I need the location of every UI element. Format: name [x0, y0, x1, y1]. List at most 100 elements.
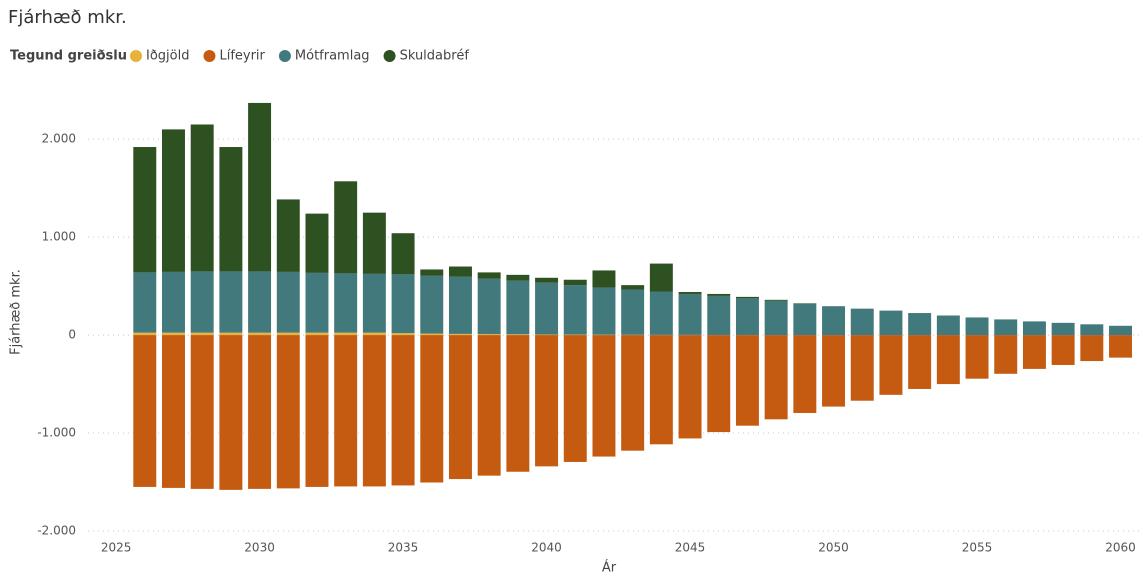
bar-segment — [362, 273, 386, 333]
bar-segment — [1022, 321, 1046, 336]
bar-segment — [391, 335, 415, 486]
bar-segment — [305, 213, 329, 273]
bar-segment — [162, 335, 185, 488]
bar-segment — [133, 147, 157, 273]
y-tick-label: -1.000 — [37, 426, 76, 440]
bar-segment — [248, 102, 272, 272]
bar-segment — [248, 332, 272, 336]
bar-segment — [219, 332, 243, 336]
bar-segment — [506, 335, 530, 472]
bar-segment — [535, 335, 559, 467]
x-tick-label: 2035 — [388, 541, 419, 555]
bar-segment — [133, 272, 157, 333]
bar-segment — [391, 233, 415, 275]
x-tick-label: 2030 — [244, 541, 275, 555]
chart-title: Fjárhæð mkr. — [8, 7, 127, 28]
bar-segment — [133, 332, 157, 336]
bar-segment — [477, 335, 501, 476]
bar-segment — [334, 332, 358, 336]
bar-segment — [219, 271, 243, 333]
bar-segment — [707, 335, 731, 433]
bar-segment — [764, 300, 788, 336]
y-tick-label: -2.000 — [37, 524, 76, 538]
bar-segment — [908, 313, 932, 336]
bar-segment — [448, 276, 472, 334]
bar-segment — [162, 332, 185, 336]
bar-segment — [162, 129, 185, 272]
bar-segment — [334, 335, 358, 487]
bar-segment — [936, 335, 960, 385]
bar-segment — [822, 306, 846, 336]
bar-segment — [678, 293, 702, 335]
bar-segment — [190, 332, 214, 336]
bar-segment — [477, 278, 501, 335]
legend-label: Iðgjöld — [146, 49, 189, 64]
bar-segment — [276, 335, 300, 489]
bar-segment — [190, 124, 214, 272]
bar-segment — [879, 310, 903, 336]
bar-segment — [994, 335, 1018, 374]
bar-segment — [678, 291, 702, 294]
legend-marker — [130, 50, 142, 62]
bar-segment — [448, 266, 472, 277]
bar-segment — [563, 335, 587, 462]
bar-segment — [535, 282, 559, 335]
bar-segment — [764, 335, 788, 420]
bar-segment — [1051, 322, 1075, 336]
legend-marker — [203, 50, 216, 62]
bar-segment — [190, 271, 214, 333]
bar-segment — [276, 332, 300, 336]
bar-segment — [592, 335, 616, 457]
bar-segment — [649, 263, 673, 292]
bar-segment — [707, 293, 731, 296]
bar-segment — [793, 335, 817, 413]
bar-segment — [162, 271, 185, 333]
x-tick-label: 2060 — [1105, 541, 1136, 555]
bar-segment — [563, 285, 587, 335]
bar-segment — [448, 335, 472, 480]
bar-segment — [707, 295, 731, 335]
bar-segment — [334, 273, 358, 333]
bar-segment — [219, 335, 243, 490]
x-tick-label: 2045 — [675, 541, 706, 555]
bar-segment — [965, 335, 989, 379]
bar-segment — [362, 332, 386, 336]
bar-segment — [735, 296, 759, 299]
bar-segment — [908, 335, 932, 389]
bar-segment — [506, 274, 530, 281]
bar-segment — [621, 285, 645, 290]
bar-segment — [248, 271, 272, 333]
y-axis-title: Fjárhæð mkr. — [9, 269, 24, 355]
bar-segment — [477, 272, 501, 279]
x-tick-label: 2025 — [101, 541, 132, 555]
bar-segment — [305, 335, 329, 487]
bar-segment — [391, 333, 415, 336]
bar-segment — [936, 315, 960, 336]
bar-segment — [420, 269, 444, 276]
bar-segment — [793, 303, 817, 336]
bar-segment — [535, 334, 559, 336]
y-tick-label: 2.000 — [42, 132, 76, 146]
bar-segment — [448, 333, 472, 336]
x-axis-title: Ár — [602, 560, 617, 576]
bar-segment — [1109, 325, 1132, 336]
bar-segment — [965, 317, 989, 336]
bar-segment — [362, 212, 386, 274]
legend-title: Tegund greiðslu — [10, 49, 127, 64]
bar-segment — [850, 308, 874, 336]
bar-segment — [305, 332, 329, 336]
bar-segment — [822, 335, 846, 407]
bar-segment — [477, 334, 501, 336]
bar-segment — [420, 275, 444, 334]
bar-segment — [649, 291, 673, 335]
bar-segment — [420, 335, 444, 483]
bar-segment — [850, 335, 874, 401]
legend-marker — [278, 50, 291, 62]
bar-segment — [305, 272, 329, 333]
bar-segment — [1080, 324, 1104, 336]
bar-segment — [735, 298, 759, 335]
bar-segment — [133, 335, 157, 487]
bar-segment — [248, 335, 272, 489]
x-tick-label: 2055 — [962, 541, 993, 555]
legend-label: Mótframlag — [295, 49, 370, 64]
